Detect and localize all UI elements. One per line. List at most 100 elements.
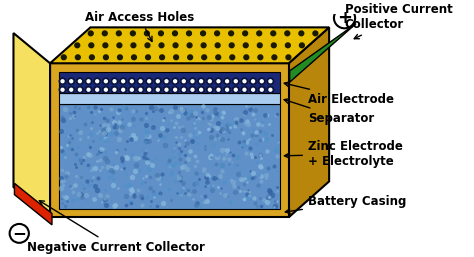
Circle shape <box>130 88 133 91</box>
Circle shape <box>118 55 122 60</box>
Circle shape <box>68 86 74 93</box>
Circle shape <box>145 43 150 48</box>
Circle shape <box>313 31 318 36</box>
Circle shape <box>163 78 170 85</box>
Circle shape <box>226 88 228 91</box>
Circle shape <box>243 31 247 36</box>
Circle shape <box>90 55 94 60</box>
Circle shape <box>188 55 192 60</box>
Circle shape <box>61 88 64 91</box>
Circle shape <box>257 43 262 48</box>
Text: Zinc Electrode
+ Electrolyte: Zinc Electrode + Electrolyte <box>284 140 403 168</box>
Circle shape <box>224 78 230 85</box>
Circle shape <box>285 31 290 36</box>
Circle shape <box>122 80 125 83</box>
Circle shape <box>103 43 108 48</box>
Circle shape <box>158 31 164 36</box>
Circle shape <box>155 86 161 93</box>
Circle shape <box>145 31 149 36</box>
Circle shape <box>173 43 178 48</box>
Circle shape <box>165 80 168 83</box>
Circle shape <box>272 43 276 48</box>
Polygon shape <box>59 93 280 104</box>
Circle shape <box>160 55 164 60</box>
Circle shape <box>267 86 274 93</box>
Circle shape <box>9 224 29 243</box>
Circle shape <box>257 31 262 36</box>
Circle shape <box>113 80 116 83</box>
Circle shape <box>269 88 272 91</box>
Text: Battery Casing: Battery Casing <box>285 195 406 214</box>
Circle shape <box>75 43 80 48</box>
Circle shape <box>59 78 66 85</box>
Circle shape <box>215 31 219 36</box>
Circle shape <box>191 88 194 91</box>
Circle shape <box>244 55 249 60</box>
Circle shape <box>102 86 109 93</box>
Circle shape <box>156 80 159 83</box>
Circle shape <box>146 86 153 93</box>
Text: +: + <box>337 9 352 27</box>
Circle shape <box>202 55 207 60</box>
Circle shape <box>201 31 205 36</box>
Circle shape <box>252 88 255 91</box>
Circle shape <box>102 78 109 85</box>
Circle shape <box>102 31 107 36</box>
Circle shape <box>299 31 304 36</box>
Circle shape <box>96 88 99 91</box>
Circle shape <box>78 80 82 83</box>
Circle shape <box>68 78 74 85</box>
Text: Negative Current Collector: Negative Current Collector <box>27 201 204 254</box>
Polygon shape <box>289 27 329 217</box>
Circle shape <box>260 88 263 91</box>
Circle shape <box>286 55 291 60</box>
Circle shape <box>300 43 304 48</box>
Circle shape <box>217 88 220 91</box>
Circle shape <box>173 88 177 91</box>
Circle shape <box>215 43 220 48</box>
Circle shape <box>132 55 137 60</box>
Circle shape <box>241 78 248 85</box>
Circle shape <box>85 86 92 93</box>
Circle shape <box>120 86 127 93</box>
Polygon shape <box>50 27 329 63</box>
Circle shape <box>148 80 151 83</box>
Circle shape <box>215 86 222 93</box>
Circle shape <box>155 78 161 85</box>
Circle shape <box>198 86 204 93</box>
Circle shape <box>224 86 230 93</box>
Circle shape <box>226 80 228 83</box>
Circle shape <box>94 78 100 85</box>
Circle shape <box>128 78 135 85</box>
Circle shape <box>243 88 246 91</box>
Circle shape <box>285 43 290 48</box>
Circle shape <box>269 80 272 83</box>
Circle shape <box>172 86 179 93</box>
Circle shape <box>229 31 234 36</box>
Circle shape <box>113 88 116 91</box>
Circle shape <box>163 86 170 93</box>
Circle shape <box>250 78 256 85</box>
Circle shape <box>234 80 237 83</box>
Circle shape <box>94 86 100 93</box>
Circle shape <box>201 43 206 48</box>
Circle shape <box>206 86 213 93</box>
Circle shape <box>258 86 265 93</box>
Circle shape <box>88 31 93 36</box>
Circle shape <box>173 31 177 36</box>
Circle shape <box>87 88 90 91</box>
Circle shape <box>76 78 83 85</box>
Circle shape <box>215 78 222 85</box>
Circle shape <box>76 86 83 93</box>
Circle shape <box>173 55 179 60</box>
Circle shape <box>191 80 194 83</box>
Circle shape <box>260 80 263 83</box>
Circle shape <box>258 78 265 85</box>
Circle shape <box>230 55 235 60</box>
Circle shape <box>187 31 191 36</box>
Circle shape <box>272 55 277 60</box>
Circle shape <box>182 88 185 91</box>
Circle shape <box>187 43 192 48</box>
Circle shape <box>234 88 237 91</box>
Text: Air Electrode: Air Electrode <box>284 82 394 106</box>
